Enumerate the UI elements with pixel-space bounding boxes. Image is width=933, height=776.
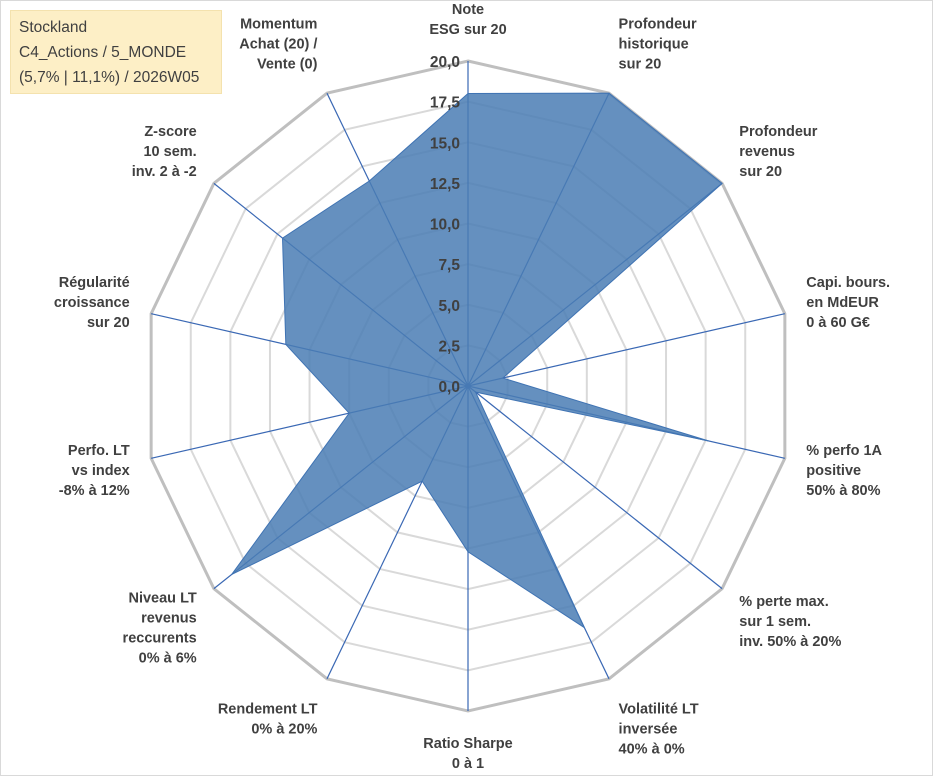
tick-label: 15,0	[430, 135, 460, 152]
axis-label-line: Perfo. LT	[68, 443, 130, 459]
axis-label-line: % perfo 1A	[806, 443, 882, 459]
axis-label-line: Profondeur	[739, 124, 817, 140]
axis-label: Momentum Achat (20) / Vente (0)	[239, 16, 317, 72]
axis-label-line: Achat (20) /	[239, 36, 317, 52]
axis-label-line: % perte max.	[739, 594, 828, 610]
axis-label-line: 0% à 20%	[251, 722, 317, 738]
axis-label-line: historique	[619, 36, 689, 52]
info-box: Stockland C4_Actions / 5_MONDE (5,7% | 1…	[10, 10, 222, 94]
axis-label-line: 50% à 80%	[806, 483, 880, 499]
axis-label-line: 0% à 6%	[139, 650, 197, 666]
axis-label: Rendement LT 0% à 20%	[218, 702, 318, 738]
axis-spoke	[467, 313, 785, 387]
axis-label-line: Rendement LT	[218, 702, 318, 718]
axis-label: % perte max. sur 1 sem. inv. 50% à 20%	[739, 594, 841, 650]
axis-label-line: inv. 2 à -2	[132, 164, 197, 180]
axis-label-line: 10 sem.	[143, 144, 196, 160]
axis-label: Profondeur revenus sur 20	[739, 124, 817, 180]
axis-label-line: Momentum	[240, 16, 317, 32]
axis-label: Régularité croissance sur 20	[54, 275, 130, 331]
axis-label-line: Volatilité LT	[619, 702, 699, 718]
axis-label-line: vs index	[72, 463, 130, 479]
axis-label-line: Ratio Sharpe	[423, 736, 512, 752]
axis-label-line: revenus	[141, 610, 197, 626]
tick-label: 17,5	[430, 95, 461, 112]
axis-label-line: Z-score	[144, 124, 196, 140]
tick-label: 10,0	[430, 217, 460, 234]
axis-label: % perfo 1A positive 50% à 80%	[806, 443, 882, 499]
series-area	[231, 92, 723, 629]
info-line-category: C4_Actions / 5_MONDE	[19, 44, 187, 61]
tick-label: 7,5	[438, 257, 460, 274]
axis-label: Note ESG sur 20	[429, 2, 506, 38]
axis-label-line: inv. 50% à 20%	[739, 634, 841, 650]
axis-label-line: en MdEUR	[806, 295, 879, 311]
axis-label-line: Régularité	[59, 275, 130, 291]
axis-label-line: sur 20	[619, 56, 662, 72]
axis-label: Capi. bours. en MdEUR 0 à 60 G€	[806, 275, 890, 331]
axis-label: Ratio Sharpe 0 à 1	[423, 736, 512, 772]
axis-label-line: inversée	[619, 722, 678, 738]
axis-label-line: 0 à 1	[452, 756, 484, 772]
radar-axis-labels: Note ESG sur 20 Profondeur historique sur 20…	[54, 2, 890, 772]
radar-series	[231, 92, 723, 629]
tick-label: 2,5	[438, 338, 460, 355]
axis-spoke	[467, 385, 723, 590]
axis-label-line: Profondeur	[619, 16, 697, 32]
tick-label: 20,0	[430, 54, 460, 71]
axis-label-line: ESG sur 20	[429, 22, 506, 38]
axis-label-line: 40% à 0%	[619, 742, 685, 758]
axis-label-line: Capi. bours.	[806, 275, 890, 291]
tick-label: 5,0	[438, 298, 460, 315]
axis-label-line: revenus	[739, 144, 795, 160]
axis-label-line: sur 20	[739, 164, 782, 180]
axis-label-line: positive	[806, 463, 861, 479]
axis-label-line: Vente (0)	[257, 56, 318, 72]
tick-label: 12,5	[430, 176, 461, 193]
info-line-company: Stockland	[19, 19, 88, 36]
axis-label-line: sur 20	[87, 315, 130, 331]
axis-label: Niveau LT revenus reccurents 0% à 6%	[123, 590, 197, 666]
axis-label: Profondeur historique sur 20	[619, 16, 697, 72]
axis-label-line: -8% à 12%	[59, 483, 130, 499]
axis-label-line: croissance	[54, 295, 130, 311]
axis-label-line: sur 1 sem.	[739, 614, 811, 630]
info-line-period: (5,7% | 11,1%) / 2026W05	[19, 69, 200, 86]
axis-label: Volatilité LT inversée 40% à 0%	[619, 702, 699, 758]
axis-label-line: Niveau LT	[128, 590, 196, 606]
axis-label: Perfo. LT vs index -8% à 12%	[59, 443, 130, 499]
axis-label-line: 0 à 60 G€	[806, 315, 870, 331]
tick-label: 0,0	[438, 379, 460, 396]
axis-label: Z-score 10 sem. inv. 2 à -2	[132, 124, 197, 180]
radar-tick-labels: 0,0 2,5 5,0 7,5 10,0 12,5 15,0 17,5 20,0	[430, 54, 461, 396]
axis-label-line: Note	[452, 2, 484, 18]
axis-label-line: reccurents	[123, 630, 197, 646]
